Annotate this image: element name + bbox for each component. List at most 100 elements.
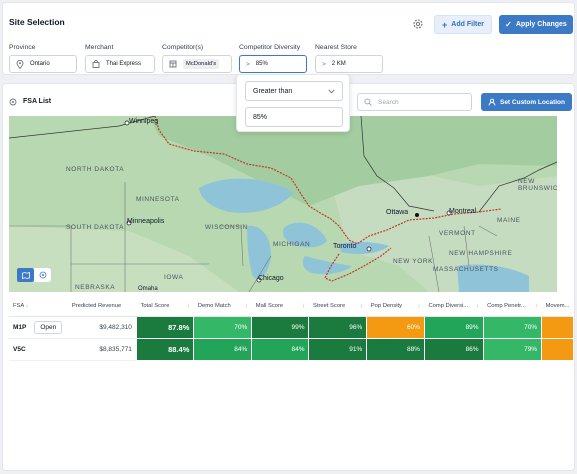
set-custom-location-button[interactable]: Set Custom Location (481, 93, 572, 111)
score-cell: 84% (193, 338, 253, 361)
nearest-store-label: Nearest Store (315, 44, 357, 51)
column-header[interactable]: Movem... (541, 297, 574, 317)
merchant-field[interactable]: Thai Express (85, 55, 155, 73)
competitor-diversity-field[interactable]: > 85% (239, 55, 307, 73)
score-cell: 84% (251, 338, 310, 361)
diversity-value-input[interactable]: 85% (245, 107, 343, 127)
revenue-cell: $8,835,771 (67, 338, 137, 361)
sort-arrow-icon: ↓ (302, 303, 305, 310)
competitor-chip[interactable]: McDonald's (183, 59, 220, 69)
open-button[interactable]: Open (34, 320, 63, 334)
score-cell: 88% (366, 338, 425, 361)
map-view-button[interactable] (17, 268, 34, 282)
gear-icon[interactable] (412, 18, 424, 30)
city-label: Minneapolis (127, 218, 165, 225)
operator-select[interactable]: Greater than (245, 81, 343, 101)
search-input[interactable]: Search (357, 93, 472, 111)
table-row[interactable]: V5C $8,835,771 88.4% 84% 84% 91% 88% 86%… (9, 338, 574, 361)
region-label: NEW BRUNSWICK (518, 178, 557, 192)
map-canvas (9, 116, 557, 292)
region-label: VERMONT (439, 230, 476, 237)
region-label: MICHIGAN (273, 241, 311, 248)
competitor-diversity-label: Competitor Diversity (239, 44, 301, 51)
sort-arrow-icon: ↓ (534, 303, 538, 310)
nearest-store-field[interactable]: > 2 KM (315, 55, 383, 73)
city-label: Chicago (258, 275, 284, 282)
region-label: NEW HAMPSHIRE (449, 250, 513, 257)
score-cell: 70% (483, 316, 543, 339)
competitors-label: Competitor(s) (162, 44, 204, 51)
location-target-icon (9, 98, 17, 106)
score-cell (541, 338, 574, 361)
sort-arrow-icon: ↓ (186, 303, 190, 310)
score-cell: 86% (424, 338, 484, 361)
page-title: Site Selection (9, 17, 65, 27)
check-icon: ✓ (505, 20, 512, 29)
competitor-diversity-popover: Greater than 85% (236, 74, 350, 132)
score-cell: 70% (193, 316, 253, 339)
column-header[interactable]: Mall Score ↓ (251, 297, 309, 317)
sort-arrow-icon: ↓ (25, 303, 29, 310)
column-header[interactable]: FSA ↓ (9, 297, 68, 317)
score-cell: 60% (366, 316, 425, 339)
score-cell: 91% (308, 338, 368, 361)
fsa-panel: FSA List Search Set Custom Location (2, 83, 575, 471)
add-filter-button[interactable]: + Add Filter (434, 15, 492, 34)
search-icon (364, 98, 372, 106)
region-label: NEW YORK (393, 258, 434, 265)
city-label: Omaha (138, 286, 158, 292)
fsa-cell: V5C (9, 338, 69, 361)
apply-changes-button[interactable]: ✓ Apply Changes (499, 15, 573, 34)
table-header-row: FSA ↓ Predicted Revenue Total Score ↓ Dem… (9, 297, 574, 317)
sort-arrow-icon: ↓ (244, 303, 248, 310)
region-label: MASSACHUSETTS (433, 266, 499, 273)
column-header[interactable]: Pop Density ↓ (366, 297, 425, 317)
city-label: Winnipeg (129, 118, 159, 125)
competitors-field[interactable]: McDonald's (162, 55, 232, 73)
chevron-down-icon (328, 88, 335, 93)
merchant-label: Merchant (85, 44, 114, 51)
column-header[interactable]: Comp Penetr... ↓ (483, 297, 542, 317)
score-cell: 89% (424, 316, 484, 339)
province-label: Province (9, 44, 36, 51)
column-header[interactable]: Street Score ↓ (308, 297, 367, 317)
map-icon (21, 271, 30, 279)
total-score-cell: 87.8% (136, 316, 195, 339)
fsa-cell: M1P Open (9, 316, 69, 339)
column-header[interactable]: Demo Match ↓ (193, 297, 252, 317)
greater-than-symbol: > (246, 60, 250, 68)
table-row[interactable]: M1P Open $9,482,310 87.8% 70% 99% 96% 60%… (9, 316, 574, 339)
region-label: NORTH DAKOTA (66, 166, 125, 173)
column-header[interactable]: Total Score ↓ (136, 297, 194, 317)
bag-icon (92, 60, 100, 68)
column-header[interactable]: Predicted Revenue (67, 297, 137, 317)
score-cell: 96% (308, 316, 368, 339)
score-cell (541, 316, 574, 339)
province-field[interactable]: Ontario (9, 55, 77, 73)
user-location-icon (488, 98, 496, 106)
map-view-toggle (17, 268, 51, 282)
city-label: Montreal (449, 208, 477, 215)
score-cell: 79% (483, 338, 543, 361)
column-header[interactable]: Comp Diversi... ↓ (424, 297, 484, 317)
region-label: MAINE (497, 217, 521, 224)
revenue-cell: $9,482,310 (67, 316, 137, 339)
total-score-cell: 88.4% (136, 338, 195, 361)
score-cell: 99% (251, 316, 310, 339)
region-label: WISCONSIN (205, 224, 248, 231)
sort-arrow-icon: ↓ (476, 303, 480, 310)
sort-arrow-icon: ↓ (417, 303, 421, 310)
city-label: Toronto (333, 243, 357, 250)
location-view-button[interactable] (34, 268, 51, 282)
city-label: Ottawa (386, 209, 409, 216)
region-label: NEBRASKA (75, 284, 116, 291)
plus-icon: + (442, 19, 448, 30)
region-label: SOUTH DAKOTA (66, 224, 125, 231)
fsa-table: FSA ↓ Predicted Revenue Total Score ↓ Dem… (9, 297, 574, 361)
search-placeholder: Search (378, 98, 399, 106)
greater-than-symbol: > (322, 60, 326, 68)
store-icon (169, 60, 177, 68)
map-view[interactable]: Winnipeg Minneapolis Chicago Toronto Ott… (9, 116, 557, 292)
region-label: IOWA (164, 274, 184, 281)
fsa-list-title: FSA List (23, 98, 52, 105)
